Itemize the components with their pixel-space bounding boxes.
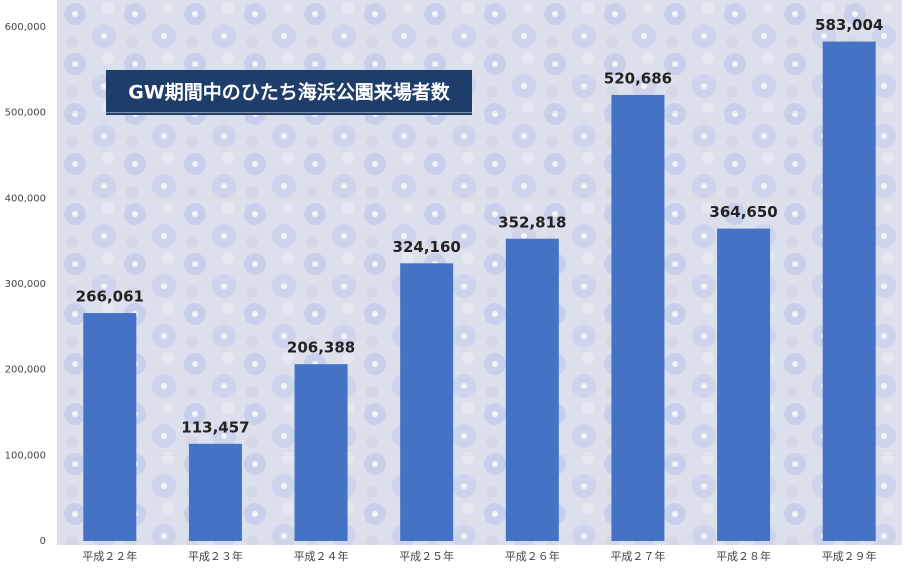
x-tick-label: 平成２６年 bbox=[505, 549, 560, 563]
bar bbox=[294, 364, 348, 541]
y-tick-label: 300,000 bbox=[5, 279, 46, 290]
x-tick-label: 平成２２年 bbox=[82, 549, 137, 563]
value-label: 520,686 bbox=[604, 69, 672, 87]
y-tick-label: 100,000 bbox=[5, 450, 46, 461]
x-tick-label: 平成２５年 bbox=[399, 549, 454, 563]
y-tick-label: 600,000 bbox=[5, 22, 46, 33]
chart-title: GW期間中のひたち海浜公園来場者数 bbox=[128, 81, 451, 104]
value-label: 113,457 bbox=[181, 418, 249, 436]
y-tick-label: 500,000 bbox=[5, 108, 46, 119]
value-label: 364,650 bbox=[709, 203, 777, 221]
bar bbox=[83, 313, 137, 541]
x-tick-label: 平成２４年 bbox=[294, 549, 349, 563]
y-tick-label: 200,000 bbox=[5, 365, 46, 376]
value-label: 352,818 bbox=[498, 213, 566, 231]
x-tick-label: 平成２９年 bbox=[822, 549, 877, 563]
title-box bbox=[106, 70, 472, 115]
y-tick-label: 0 bbox=[40, 536, 46, 547]
bar bbox=[400, 263, 454, 541]
bar bbox=[505, 238, 559, 542]
x-tick-label: 平成２８年 bbox=[716, 549, 771, 563]
bar bbox=[822, 41, 876, 541]
x-tick-label: 平成２７年 bbox=[610, 549, 665, 563]
value-label: 266,061 bbox=[76, 288, 144, 306]
value-label: 206,388 bbox=[287, 339, 355, 357]
bar bbox=[717, 228, 771, 541]
value-label: 583,004 bbox=[815, 16, 883, 34]
x-tick-label: 平成２３年 bbox=[188, 549, 243, 563]
bar bbox=[188, 443, 242, 541]
y-tick-label: 400,000 bbox=[5, 193, 46, 204]
bar bbox=[611, 94, 665, 541]
value-label: 324,160 bbox=[393, 238, 461, 256]
